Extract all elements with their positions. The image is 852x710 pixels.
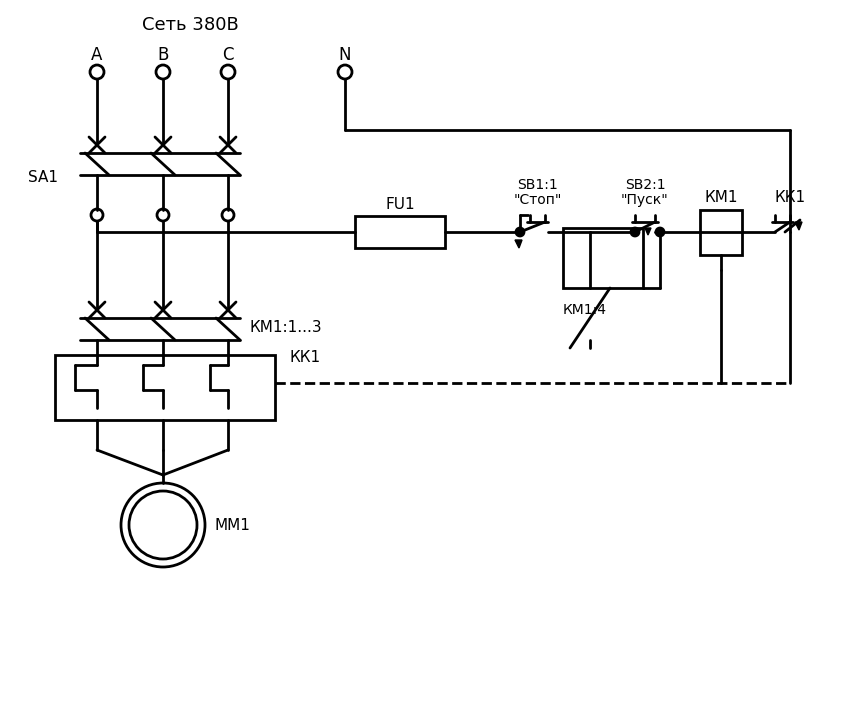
Bar bbox=[55, 355, 274, 420]
Circle shape bbox=[515, 228, 523, 236]
Text: A: A bbox=[91, 46, 102, 64]
Text: КМ1: КМ1 bbox=[704, 190, 737, 205]
Bar bbox=[562, 228, 642, 288]
Text: N: N bbox=[338, 46, 351, 64]
Polygon shape bbox=[794, 222, 801, 230]
Polygon shape bbox=[515, 240, 521, 248]
Text: ММ1: ММ1 bbox=[215, 518, 250, 532]
Text: FU1: FU1 bbox=[385, 197, 414, 212]
Text: КК1: КК1 bbox=[290, 351, 320, 366]
Text: B: B bbox=[157, 46, 169, 64]
Text: Сеть 380В: Сеть 380В bbox=[141, 16, 238, 34]
Circle shape bbox=[655, 228, 663, 236]
Bar bbox=[354, 216, 445, 248]
Text: SB1:1: SB1:1 bbox=[517, 178, 558, 192]
Text: "Стоп": "Стоп" bbox=[513, 193, 561, 207]
Text: C: C bbox=[222, 46, 233, 64]
Text: КМ1:1...3: КМ1:1...3 bbox=[250, 320, 322, 336]
Text: КМ1:4: КМ1:4 bbox=[562, 303, 607, 317]
Text: SB2:1: SB2:1 bbox=[624, 178, 665, 192]
Text: "Пуск": "Пуск" bbox=[620, 193, 668, 207]
Polygon shape bbox=[644, 228, 650, 235]
Text: КК1: КК1 bbox=[774, 190, 804, 205]
Bar bbox=[699, 210, 741, 255]
Circle shape bbox=[630, 228, 638, 236]
Text: SA1: SA1 bbox=[28, 170, 58, 185]
